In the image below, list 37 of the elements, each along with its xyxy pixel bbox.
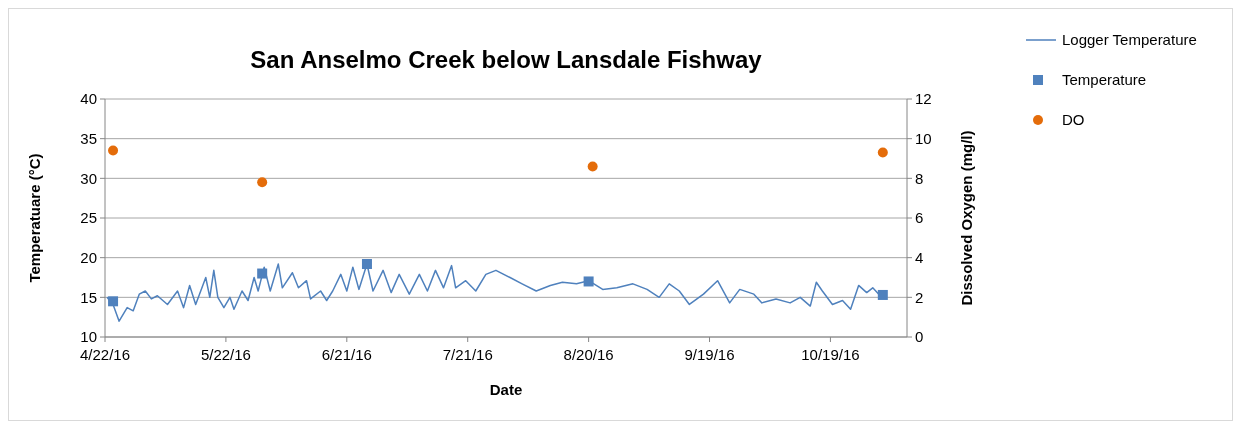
y-tick-label: 25 — [80, 209, 97, 227]
x-axis-title: Date — [489, 381, 523, 398]
y2-tick-label: 8 — [915, 169, 924, 187]
y-tick-label: 20 — [80, 248, 97, 266]
x-tick-label: 10/19/16 — [801, 346, 860, 363]
y-tick-label: 30 — [80, 169, 97, 187]
x-tick-label: 7/21/16 — [442, 346, 493, 363]
x-tick-label: 9/19/16 — [684, 346, 735, 363]
legend-label: DO — [1062, 111, 1085, 129]
y-tick-label: 15 — [80, 288, 97, 306]
point — [587, 161, 598, 172]
y2-tick-label: 4 — [915, 248, 924, 266]
y2-tick-label: 10 — [915, 129, 932, 147]
point — [108, 145, 119, 156]
y-tick-label: 35 — [80, 129, 97, 147]
x-tick-label: 6/21/16 — [321, 346, 372, 363]
point — [583, 276, 594, 287]
point — [877, 289, 888, 300]
point — [257, 177, 268, 188]
point — [877, 147, 888, 158]
chart-title: San Anselmo Creek below Lansdale Fishway — [250, 46, 763, 73]
y2-tick-label: 6 — [915, 209, 924, 227]
legend-label: Temperature — [1062, 71, 1147, 89]
x-tick-label: 5/22/16 — [200, 346, 251, 363]
point — [361, 259, 372, 270]
y2-tick-label: 2 — [915, 288, 924, 306]
y-axis-title: Temperatuare (°C) — [26, 153, 43, 283]
point — [257, 268, 268, 279]
y-tick-label: 10 — [80, 328, 97, 346]
y2-tick-label: 12 — [915, 90, 932, 108]
x-tick-label: 8/20/16 — [563, 346, 614, 363]
legend-label: Logger Temperature — [1062, 31, 1197, 49]
y-tick-label: 40 — [80, 90, 97, 108]
y2-tick-label: 0 — [915, 328, 924, 346]
x-tick-label: 4/22/16 — [79, 346, 131, 363]
y2-axis-title: Dissolved Oxygen (mg/l) — [958, 130, 975, 306]
point — [108, 296, 119, 307]
